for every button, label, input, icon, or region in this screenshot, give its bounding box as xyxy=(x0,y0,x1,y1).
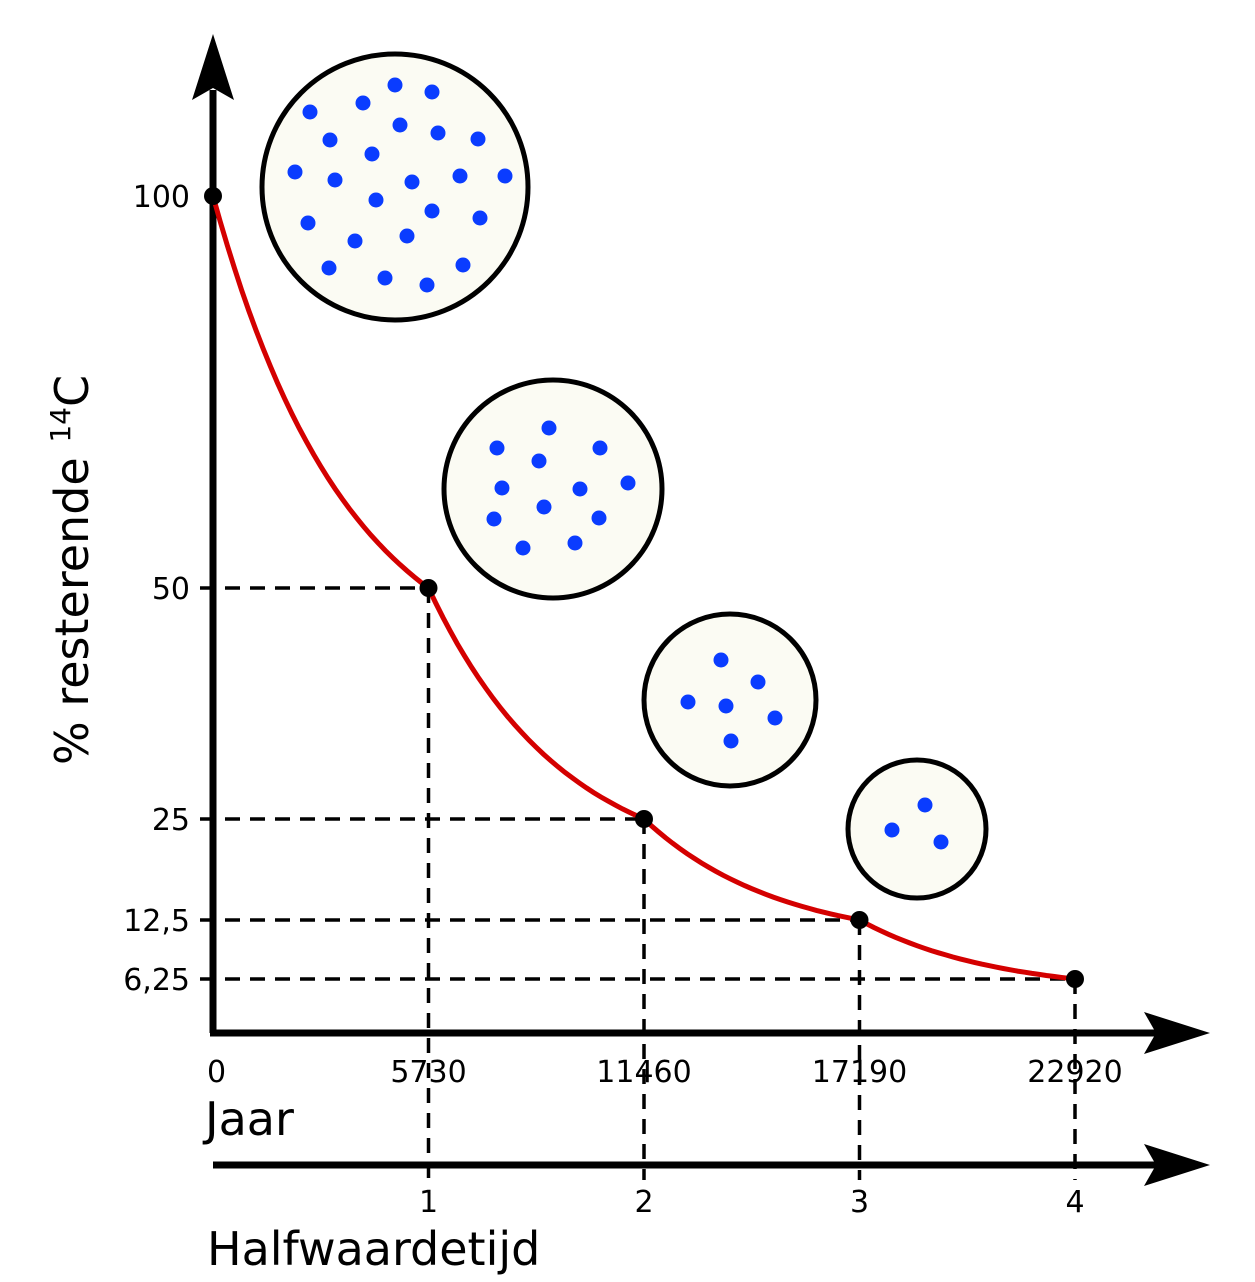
data-point xyxy=(419,579,438,597)
atom-sample-1 xyxy=(441,377,665,601)
atom-dot xyxy=(387,77,403,93)
atom-dot xyxy=(494,480,510,496)
atom-dot xyxy=(572,481,588,497)
atom-dot xyxy=(497,168,513,184)
halflife-tick-label: 1 xyxy=(419,1185,438,1220)
atom-dot xyxy=(392,117,408,133)
atom-dot xyxy=(750,674,766,690)
y-tick-label: 50 xyxy=(152,572,190,607)
y-tick-label: 12,5 xyxy=(123,904,190,939)
atom-dot xyxy=(364,146,380,162)
atom-dot xyxy=(287,164,303,180)
halflife-axis-arrowhead xyxy=(1144,1144,1210,1186)
atom-dot xyxy=(424,84,440,100)
data-point xyxy=(204,187,222,205)
atom-dot xyxy=(723,733,739,749)
data-point xyxy=(1066,970,1084,988)
x-tick-label: 5730 xyxy=(390,1055,466,1090)
y-tick-label: 100 xyxy=(133,180,190,215)
x-tick-label: 17190 xyxy=(812,1055,907,1090)
halflife-tick-label: 4 xyxy=(1065,1185,1084,1220)
y-axis-title-suffix: C xyxy=(45,375,99,407)
atom-dot xyxy=(302,104,318,120)
sample-circle xyxy=(845,757,989,901)
atom-dot xyxy=(404,174,420,190)
atom-dot xyxy=(327,172,343,188)
sample-circle xyxy=(259,51,531,323)
atom-dot xyxy=(321,260,337,276)
dashed-guides xyxy=(200,586,1077,1180)
halflife-tick-labels: 1 2 3 4 xyxy=(419,1185,1085,1220)
y-tick-label: 6,25 xyxy=(123,963,190,998)
atom-dot xyxy=(591,510,607,526)
x-axis-arrowhead xyxy=(1144,1012,1210,1054)
data-point xyxy=(635,810,653,828)
y-tick-labels: 100 50 25 12,5 6,25 xyxy=(123,180,190,998)
atom-samples xyxy=(259,51,989,901)
halflife-tick-label: 2 xyxy=(634,1185,653,1220)
atom-dot xyxy=(933,834,949,850)
atom-dot xyxy=(536,499,552,515)
y-tick-label: 25 xyxy=(152,803,190,838)
data-point xyxy=(850,911,869,929)
atom-dot xyxy=(620,475,636,491)
atom-dot xyxy=(430,125,446,141)
x-tick-label: 22920 xyxy=(1027,1055,1122,1090)
atom-dot xyxy=(355,95,371,111)
atom-sample-3 xyxy=(845,757,989,901)
y-axis-title-superscript: 14 xyxy=(44,407,77,443)
atom-dot xyxy=(567,535,583,551)
halflife-tick-label: 3 xyxy=(850,1185,869,1220)
atom-dot xyxy=(884,822,900,838)
atom-dot xyxy=(452,168,468,184)
atom-dot xyxy=(680,694,696,710)
atom-dot xyxy=(489,440,505,456)
atom-dot xyxy=(322,132,338,148)
atom-dot xyxy=(419,277,435,293)
x-tick-labels: 0 5730 11460 17190 22920 xyxy=(207,1055,1123,1090)
axes xyxy=(192,34,1210,1186)
atom-dot xyxy=(486,511,502,527)
atom-sample-2 xyxy=(641,611,819,789)
atom-dot xyxy=(541,420,557,436)
y-axis-title-prefix: % resterende xyxy=(45,443,99,765)
atom-dot xyxy=(377,270,393,286)
halflife-axis-title: Halfwaardetijd xyxy=(207,1222,540,1276)
atom-dot xyxy=(767,710,783,726)
atom-dot xyxy=(718,698,734,714)
atom-dot xyxy=(347,233,363,249)
atom-dot xyxy=(368,192,384,208)
y-axis-title: % resterende 14C xyxy=(44,375,99,765)
x-tick-label: 0 xyxy=(207,1055,226,1090)
atom-dot xyxy=(917,797,933,813)
data-points xyxy=(204,187,1084,988)
atom-dot xyxy=(470,131,486,147)
atom-dot xyxy=(472,210,488,226)
x-tick-label: 11460 xyxy=(596,1055,691,1090)
atom-dot xyxy=(713,652,729,668)
atom-dot xyxy=(531,453,547,469)
atom-dot xyxy=(592,440,608,456)
atom-dot xyxy=(424,203,440,219)
atom-dot xyxy=(399,228,415,244)
atom-dot xyxy=(300,215,316,231)
atom-dot xyxy=(515,540,531,556)
sample-circle xyxy=(441,377,665,601)
atom-dot xyxy=(455,257,471,273)
atom-sample-0 xyxy=(259,51,531,323)
y-axis-arrowhead xyxy=(192,34,234,100)
x-axis-title: Jaar xyxy=(202,1092,294,1146)
